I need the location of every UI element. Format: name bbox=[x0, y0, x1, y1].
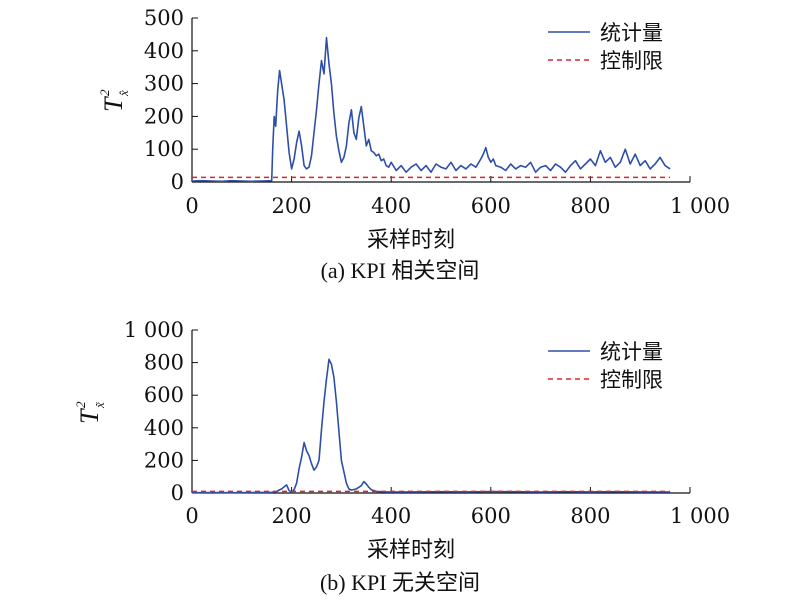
x-tick-label: 400 bbox=[371, 504, 411, 528]
y-tick-label: 200 bbox=[144, 448, 184, 472]
x-tick-label: 1 000 bbox=[670, 504, 730, 528]
chart-panel-a: 0 100 200 300 400 500 0 200 400 600 800 1 000 采样时刻 T2… bbox=[97, 6, 730, 283]
y-axis-title-sub: x̂ bbox=[116, 90, 131, 97]
y-axis-title: T2 x̃ bbox=[73, 401, 107, 424]
x-tick-label: 200 bbox=[272, 504, 312, 528]
x-axis-title: 采样时刻 bbox=[367, 538, 455, 563]
statistic-series-line bbox=[191, 358, 671, 494]
y-tick-label: 400 bbox=[144, 416, 184, 440]
y-tick-label: 800 bbox=[144, 351, 184, 375]
legend-label: 统计量 bbox=[600, 21, 663, 45]
y-tick-label: 500 bbox=[144, 6, 184, 30]
y-tick-label: 0 bbox=[171, 481, 184, 505]
x-tick-label: 800 bbox=[570, 194, 610, 218]
x-tick-label: 0 bbox=[185, 504, 198, 528]
y-tick-label: 0 bbox=[171, 170, 184, 194]
y-tick-label: 600 bbox=[144, 383, 184, 407]
x-tick-label: 600 bbox=[471, 504, 511, 528]
y-axis-title-sup: 2 bbox=[97, 89, 112, 96]
y-axis-title-main: T bbox=[99, 96, 128, 112]
legend-label: 统计量 bbox=[600, 340, 663, 364]
y-axis-title: T2 x̂ bbox=[97, 89, 131, 112]
y-tick-label: 1 000 bbox=[124, 318, 184, 342]
x-tick-label: 1 000 bbox=[670, 194, 730, 218]
x-tick-label: 800 bbox=[570, 504, 610, 528]
y-axis-title-sub: x̃ bbox=[92, 401, 107, 409]
x-tick-label: 0 bbox=[185, 194, 198, 218]
y-tick-label: 100 bbox=[144, 137, 184, 161]
statistic-series-line bbox=[191, 36, 671, 183]
x-tick-label: 600 bbox=[471, 194, 511, 218]
y-tick-label: 300 bbox=[144, 72, 184, 96]
panel-caption: (b) KPI 无关空间 bbox=[320, 570, 480, 595]
legend-label: 控制限 bbox=[600, 49, 663, 73]
y-axis-title-main: T bbox=[75, 408, 104, 424]
y-axis-title-sup: 2 bbox=[73, 401, 88, 408]
x-axis-title: 采样时刻 bbox=[367, 228, 455, 253]
chart-panel-b: 0 200 400 600 800 1 000 0 200 400 600 800 1 000 采样时刻… bbox=[73, 318, 730, 595]
y-tick-label: 200 bbox=[144, 104, 184, 128]
y-tick-label: 400 bbox=[144, 39, 184, 63]
legend-label: 控制限 bbox=[600, 368, 663, 392]
x-tick-label: 400 bbox=[371, 194, 411, 218]
panel-caption: (a) KPI 相关空间 bbox=[321, 258, 480, 283]
x-tick-label: 200 bbox=[272, 194, 312, 218]
